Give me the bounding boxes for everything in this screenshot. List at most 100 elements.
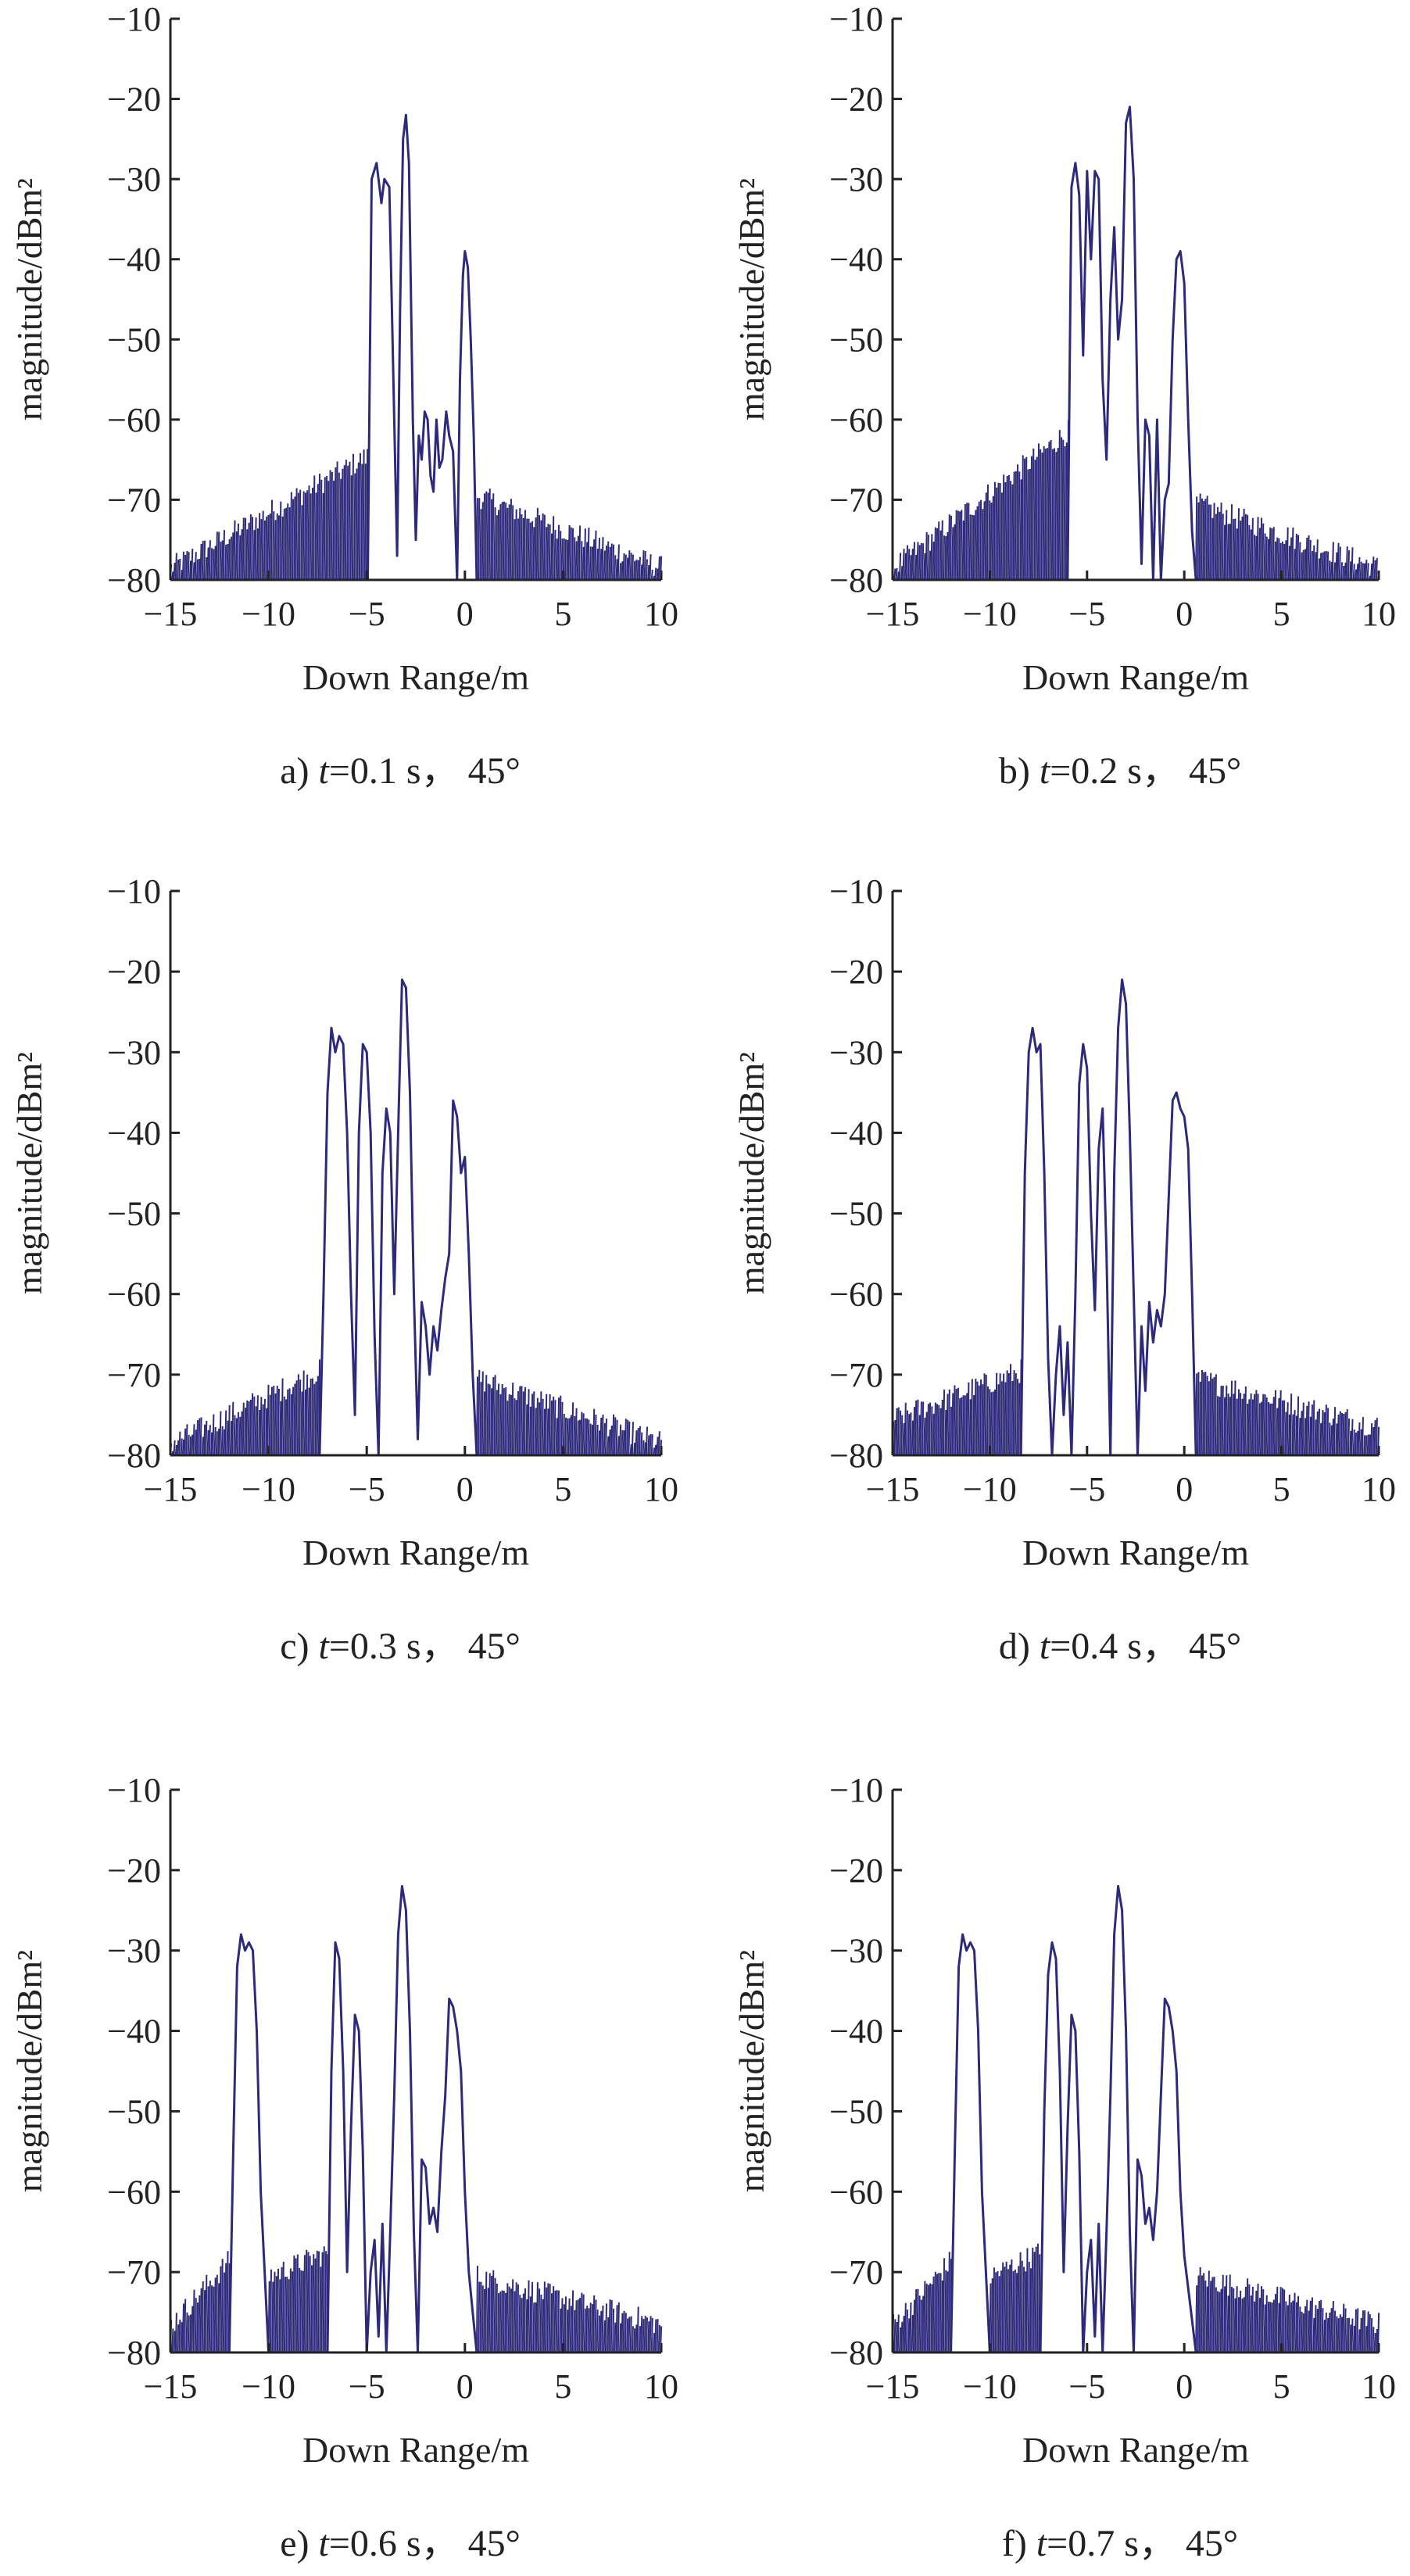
x-tick-label: 5 — [1273, 2367, 1290, 2406]
noise-band — [170, 1359, 320, 1456]
x-tick-label: 5 — [554, 2367, 571, 2406]
chart-panel-f: −10−20−30−40−50−60−70−80−15 −10 −5 0 5 10Down… — [732, 1771, 1396, 2564]
y-tick-label: −10 — [107, 0, 161, 38]
y-tick-label: −20 — [107, 80, 161, 119]
panel-caption: a) t=0.1 s， 45° — [280, 750, 521, 792]
y-tick-label: −70 — [829, 1356, 883, 1394]
y-axis-label: magnitude/dBm² — [9, 1950, 49, 2192]
x-tick-label: 10 — [1362, 595, 1396, 633]
x-tick-label: −10 — [963, 1470, 1017, 1508]
series-line — [1066, 106, 1197, 581]
caption-variable: t — [319, 2523, 331, 2564]
panel-caption: e) t=0.6 s， 45° — [280, 2523, 521, 2564]
x-tick-label: 0 — [1176, 1470, 1193, 1508]
y-tick-label: −50 — [829, 320, 883, 359]
series-line — [367, 113, 478, 581]
y-axis-label: magnitude/dBm² — [732, 1950, 771, 2192]
x-tick-label: 10 — [1362, 1470, 1396, 1508]
caption-prefix: f) — [1002, 2523, 1036, 2564]
y-tick-label: −50 — [107, 2092, 161, 2131]
y-tick-label: −40 — [829, 1114, 883, 1152]
x-axis-label: Down Range/m — [302, 657, 529, 697]
x-tick-label: −5 — [349, 595, 385, 633]
panel-caption: b) t=0.2 s， 45° — [999, 750, 1241, 792]
x-tick-label: −15 — [144, 595, 198, 633]
y-tick-label: −70 — [107, 481, 161, 519]
y-tick-label: −20 — [107, 1852, 161, 1890]
caption-rest: =0.4 s， 45° — [1050, 1626, 1241, 1667]
chart-panel-e: −10−20−30−40−50−60−70−80−15 −10 −5 0 5 10Down… — [9, 1771, 678, 2564]
y-tick-label: −60 — [107, 2173, 161, 2211]
x-tick-label: −15 — [144, 2367, 198, 2406]
x-tick-label: −5 — [1068, 2367, 1105, 2406]
y-tick-label: −10 — [829, 1771, 883, 1809]
x-tick-label: 5 — [554, 1470, 571, 1508]
x-tick-label: −15 — [866, 2367, 920, 2406]
x-tick-label: −5 — [349, 1470, 385, 1508]
y-tick-label: −40 — [107, 241, 161, 279]
x-tick-label: −5 — [1068, 1470, 1105, 1508]
x-axis-label: Down Range/m — [1022, 1533, 1249, 1572]
y-tick-label: −70 — [107, 1356, 161, 1394]
x-tick-label: −5 — [1068, 595, 1105, 633]
y-tick-label: −50 — [829, 1195, 883, 1233]
noise-band — [892, 2252, 952, 2353]
x-tick-label: 5 — [1273, 595, 1290, 633]
caption-rest: =0.3 s， 45° — [329, 1626, 521, 1667]
y-tick-label: −60 — [829, 401, 883, 439]
y-tick-label: −30 — [107, 160, 161, 199]
noise-band — [892, 420, 1069, 581]
caption-rest: =0.1 s， 45° — [329, 750, 521, 792]
caption-prefix: e) — [280, 2523, 318, 2564]
x-tick-label: 0 — [1176, 595, 1193, 633]
caption-variable: t — [319, 1626, 331, 1667]
y-tick-label: −60 — [107, 1275, 161, 1314]
y-tick-label: −50 — [107, 320, 161, 359]
x-tick-label: 5 — [1273, 1470, 1290, 1508]
chart-panel-b: −10−20−30−40−50−60−70−80−15 −10 −5 0 5 10Down… — [732, 0, 1396, 792]
y-tick-label: −50 — [829, 2092, 883, 2131]
caption-prefix: b) — [999, 750, 1040, 792]
x-tick-label: −15 — [866, 1470, 920, 1508]
caption-rest: =0.2 s， 45° — [1050, 750, 1241, 792]
x-axis-label: Down Range/m — [1022, 2430, 1249, 2470]
y-tick-label: −30 — [107, 1033, 161, 1072]
series-line — [950, 1884, 1197, 2354]
y-tick-label: −80 — [829, 1436, 883, 1475]
noise-floor — [892, 2243, 1380, 2353]
panel-caption: c) t=0.3 s， 45° — [280, 1626, 521, 1667]
x-tick-label: 10 — [1362, 2367, 1396, 2406]
y-tick-label: −20 — [829, 1852, 883, 1890]
noise-band — [475, 488, 663, 581]
noise-band — [267, 2246, 329, 2353]
chart-panel-c: −10−20−30−40−50−60−70−80−15 −10 −5 0 5 10Down… — [9, 872, 678, 1667]
y-tick-label: −70 — [107, 2253, 161, 2292]
y-tick-label: −10 — [107, 1771, 161, 1809]
noise-floor — [170, 449, 663, 581]
y-tick-label: −40 — [107, 2012, 161, 2051]
x-tick-label: 10 — [644, 1470, 678, 1508]
x-tick-label: −10 — [963, 2367, 1017, 2406]
noise-band — [170, 2251, 231, 2353]
noise-band — [892, 1359, 1022, 1456]
x-axis-label: Down Range/m — [302, 2430, 529, 2470]
y-axis-label: magnitude/dBm² — [732, 1052, 771, 1294]
y-tick-label: −20 — [829, 953, 883, 991]
x-tick-label: −10 — [242, 595, 295, 633]
chart-panel-d: −10−20−30−40−50−60−70−80−15 −10 −5 0 5 10Down… — [732, 872, 1396, 1667]
y-tick-label: −70 — [829, 2253, 883, 2292]
y-tick-label: −60 — [107, 401, 161, 439]
y-tick-label: −30 — [107, 1932, 161, 1970]
caption-prefix: c) — [280, 1626, 318, 1667]
y-tick-label: −50 — [107, 1195, 161, 1233]
y-tick-label: −20 — [107, 953, 161, 991]
x-tick-label: −10 — [963, 595, 1017, 633]
x-tick-label: −15 — [866, 595, 920, 633]
x-tick-label: −5 — [349, 2367, 385, 2406]
x-tick-label: 0 — [456, 1470, 474, 1508]
caption-prefix: d) — [999, 1626, 1040, 1667]
x-tick-label: 10 — [644, 2367, 678, 2406]
caption-variable: t — [1040, 750, 1051, 792]
y-tick-label: −80 — [829, 2334, 883, 2372]
noise-band — [475, 2266, 663, 2353]
